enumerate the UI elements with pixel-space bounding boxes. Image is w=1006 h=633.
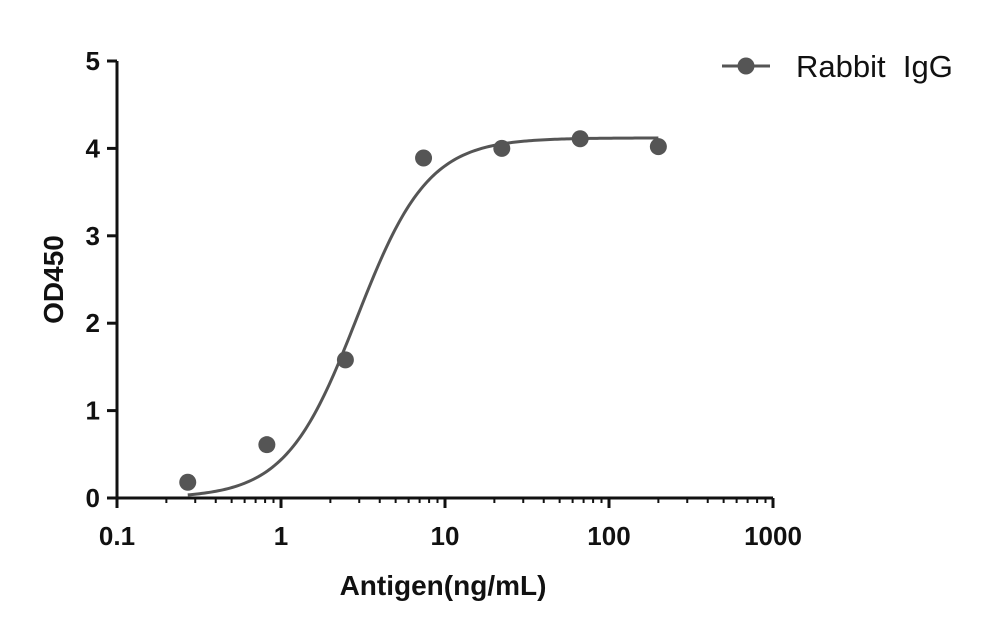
legend-marker (737, 57, 755, 75)
x-tick-label: 1000 (744, 521, 802, 551)
y-tick-label: 3 (86, 221, 100, 251)
y-tick-label: 2 (86, 308, 100, 338)
data-point (179, 473, 197, 491)
data-point (493, 139, 511, 157)
y-tick-label: 1 (86, 396, 100, 426)
legend: Rabbit IgG (722, 49, 953, 84)
data-point (649, 138, 667, 156)
x-ticks: 0.1 1 10 100 1000 (99, 498, 802, 551)
x-tick-label: 10 (431, 521, 460, 551)
axes (115, 61, 773, 500)
y-axis-title: OD450 (38, 235, 69, 324)
data-point (258, 436, 276, 454)
fit-curve (187, 136, 659, 497)
data-points (179, 130, 667, 491)
data-point (415, 149, 433, 167)
y-tick-label: 4 (86, 133, 101, 163)
x-tick-label: 1 (274, 521, 288, 551)
x-axis-title: Antigen(ng/mL) (340, 570, 547, 601)
data-point (571, 130, 589, 148)
y-tick-label: 5 (86, 46, 100, 76)
data-point (336, 351, 354, 369)
x-tick-label: 100 (587, 521, 630, 551)
legend-label: Rabbit IgG (796, 49, 953, 84)
x-tick-label: 0.1 (99, 521, 135, 551)
y-tick-label: 0 (86, 483, 100, 513)
y-ticks: 0 1 2 3 4 5 (86, 46, 117, 513)
